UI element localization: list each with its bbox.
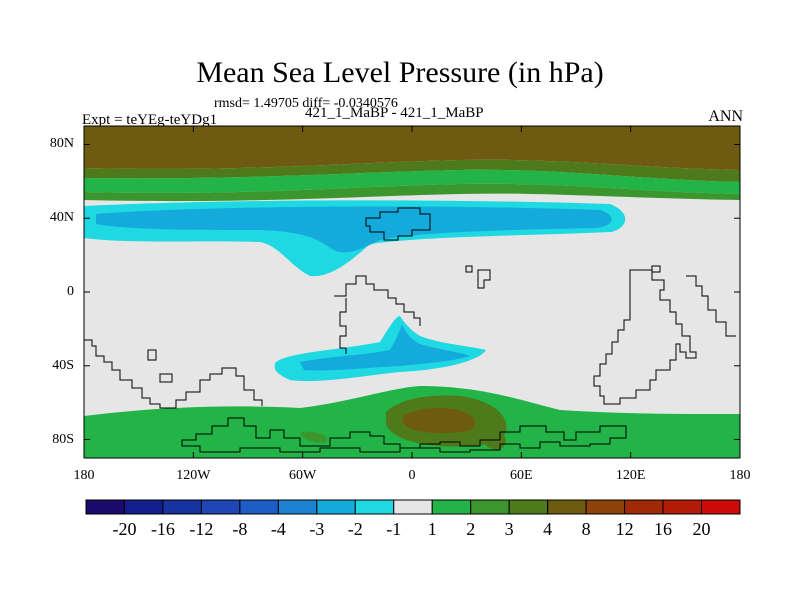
colorbar-swatch — [316, 499, 356, 515]
lat-tick-label: 40N — [49, 210, 74, 226]
colorbar-swatch — [624, 499, 664, 515]
colorbar-label: -1 — [386, 519, 402, 539]
colorbar-swatch — [701, 499, 741, 515]
colorbar-swatch — [431, 499, 472, 515]
rmsd-stats: rmsd= 1.49705 diff= -0.0340576 — [214, 96, 398, 111]
colorbar-swatch — [239, 499, 279, 515]
map-field — [84, 126, 740, 458]
colorbar-label: 4 — [543, 519, 553, 539]
colorbar-label: 2 — [466, 519, 476, 539]
lon-tick-label: 120E — [615, 468, 646, 483]
colorbar-swatch — [354, 499, 395, 515]
lat-ticks — [84, 143, 740, 441]
colorbar-label: 20 — [692, 519, 711, 539]
colorbar-label: -2 — [347, 519, 363, 539]
comparison-subtitle: 421_1_MaBP - 421_1_MaBP — [305, 105, 484, 121]
plot-title: Mean Sea Level Pressure (in hPa) — [196, 56, 604, 89]
colorbar-label: -4 — [270, 519, 286, 539]
region-north-brown — [84, 126, 740, 170]
colorbar-label: -20 — [112, 519, 137, 539]
colorbar-label: 12 — [615, 519, 634, 539]
colorbar-label: 3 — [504, 519, 514, 539]
colorbar-label: -8 — [232, 519, 248, 539]
region-south-brown — [402, 408, 475, 433]
colorbar-swatch — [162, 499, 202, 515]
colorbar-label: 16 — [654, 519, 673, 539]
colorbar-label: -12 — [189, 519, 214, 539]
coastlines — [84, 207, 736, 453]
lat-tick-label: 0 — [67, 284, 74, 299]
colorbar-swatch — [547, 499, 587, 515]
colorbar-label: -3 — [309, 519, 325, 539]
lon-tick-label: 180 — [73, 468, 95, 483]
colorbar — [85, 499, 741, 515]
lon-ticks — [83, 126, 741, 458]
colorbar-swatch — [85, 499, 125, 515]
colorbar-swatch — [662, 499, 703, 515]
colorbar-swatch — [123, 499, 164, 515]
colorbar-swatch — [277, 499, 318, 515]
lat-tick-label: 40S — [52, 357, 74, 373]
colorbar-label: 1 — [427, 519, 437, 539]
lon-tick-label: 120W — [176, 468, 211, 483]
lat-tick-label: 80S — [52, 431, 74, 447]
region-north-olive — [84, 159, 740, 182]
colorbar-swatch — [508, 499, 549, 515]
colorbar-swatch — [585, 499, 626, 515]
region-north-blue-core — [96, 206, 612, 253]
lon-tick-label: 180 — [729, 468, 751, 483]
experiment-label: Expt = teYEg-teYDg1 — [82, 112, 218, 128]
lat-tick-label: 80N — [49, 136, 74, 152]
colorbar-swatch — [393, 499, 433, 515]
colorbar-swatch — [470, 499, 510, 515]
colorbar-swatch — [200, 499, 241, 515]
lon-tick-label: 60E — [510, 468, 533, 483]
lon-tick-label: 0 — [408, 468, 416, 483]
colorbar-label: 8 — [581, 519, 591, 539]
colorbar-label: -16 — [150, 519, 175, 539]
lon-tick-label: 60W — [289, 468, 317, 483]
season-label: ANN — [708, 108, 743, 125]
region-north-green — [84, 169, 740, 194]
